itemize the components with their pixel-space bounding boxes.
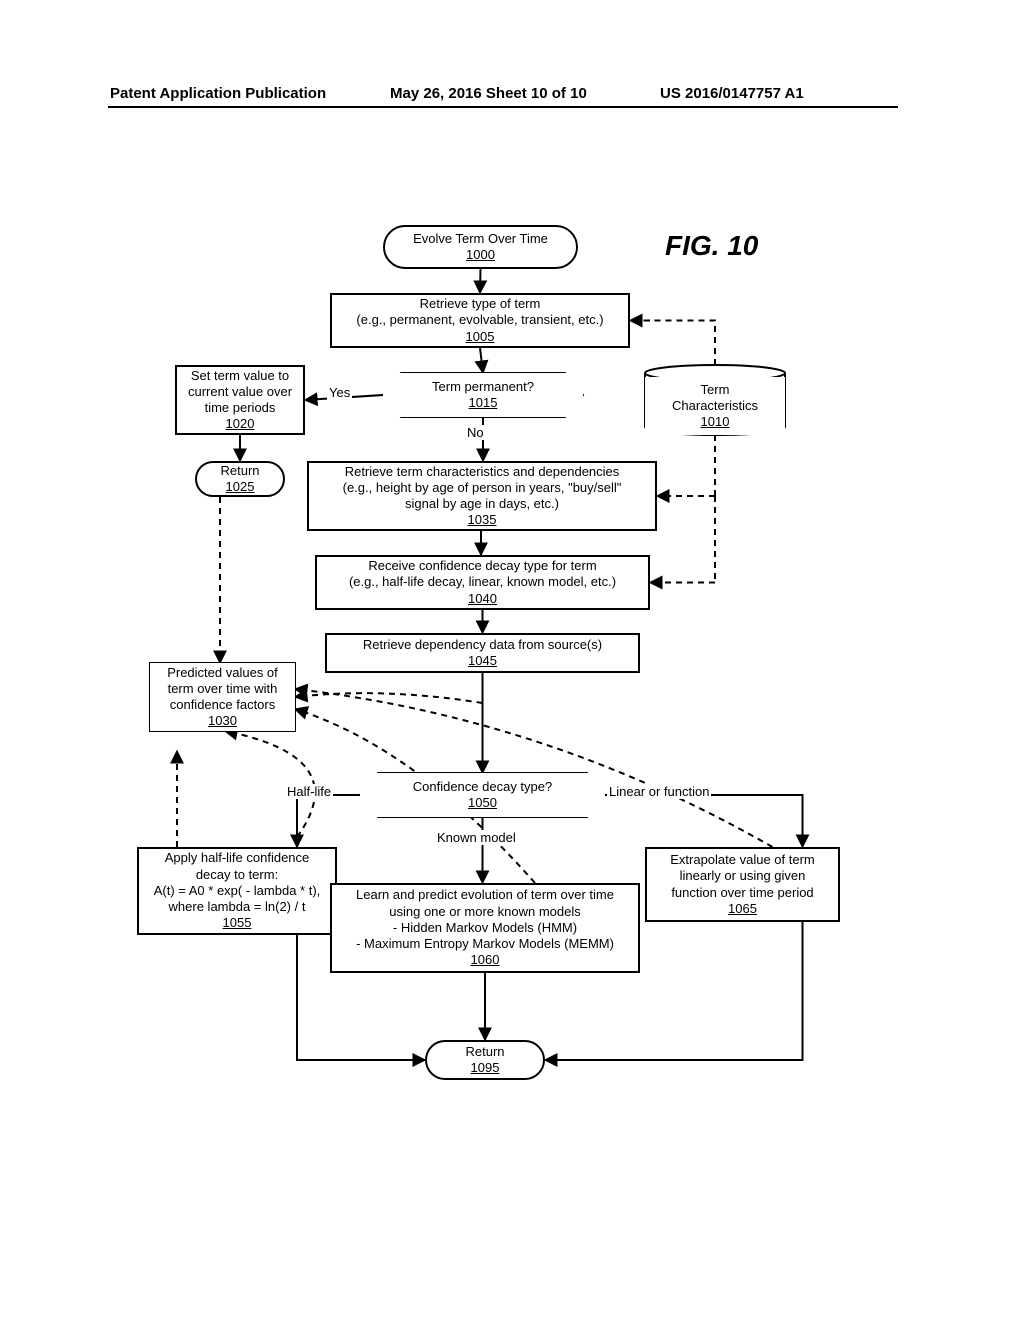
- header-right: US 2016/0147757 A1: [660, 85, 804, 102]
- node-number: 1030: [208, 713, 237, 729]
- node-number: 1055: [223, 915, 252, 931]
- flowchart-canvas: FIG. 10 Evolve Term Over Time1000 Retriev…: [135, 225, 855, 1175]
- node-number: 1010: [701, 414, 730, 430]
- header-left: Patent Application Publication: [110, 85, 326, 102]
- node-number: 1020: [226, 416, 255, 432]
- node-number: 1095: [471, 1060, 500, 1076]
- node-n1010: TermCharacteristics1010: [645, 377, 785, 435]
- edge-label-yes: Yes: [327, 385, 352, 400]
- node-n1020: Set term value tocurrent value overtime …: [175, 365, 305, 435]
- node-n1065: Extrapolate value of termlinearly or usi…: [645, 847, 840, 922]
- node-number: 1005: [466, 329, 495, 345]
- node-number: 1035: [468, 512, 497, 528]
- node-n1050: Confidence decay type?1050: [360, 773, 605, 817]
- node-number: 1040: [468, 591, 497, 607]
- node-n1095: Return1095: [425, 1040, 545, 1080]
- node-n1055: Apply half-life confidencedecay to term:…: [137, 847, 337, 935]
- node-n1000: Evolve Term Over Time1000: [383, 225, 578, 269]
- node-n1025: Return1025: [195, 461, 285, 497]
- node-number: 1050: [468, 795, 497, 811]
- node-number: 1045: [468, 653, 497, 669]
- node-number: 1025: [226, 479, 255, 495]
- node-n1005: Retrieve type of term(e.g., permanent, e…: [330, 293, 630, 348]
- figure-title: FIG. 10: [665, 230, 758, 262]
- header-rule: [108, 106, 898, 108]
- edge-label-no: No: [465, 425, 486, 440]
- edge-label-known: Known model: [435, 830, 518, 845]
- node-n1030: Predicted values ofterm over time withco…: [150, 663, 295, 731]
- edge-label-linear: Linear or function: [607, 784, 711, 799]
- node-n1045: Retrieve dependency data from source(s)1…: [325, 633, 640, 673]
- header-mid: May 26, 2016 Sheet 10 of 10: [390, 85, 587, 102]
- node-number: 1015: [469, 395, 498, 411]
- node-number: 1000: [466, 247, 495, 263]
- node-n1040: Receive confidence decay type for term(e…: [315, 555, 650, 610]
- edge-label-halflife: Half-life: [285, 784, 333, 799]
- node-n1060: Learn and predict evolution of term over…: [330, 883, 640, 973]
- node-n1035: Retrieve term characteristics and depend…: [307, 461, 657, 531]
- node-number: 1065: [728, 901, 757, 917]
- node-number: 1060: [471, 952, 500, 968]
- node-n1015: Term permanent?1015: [383, 373, 583, 417]
